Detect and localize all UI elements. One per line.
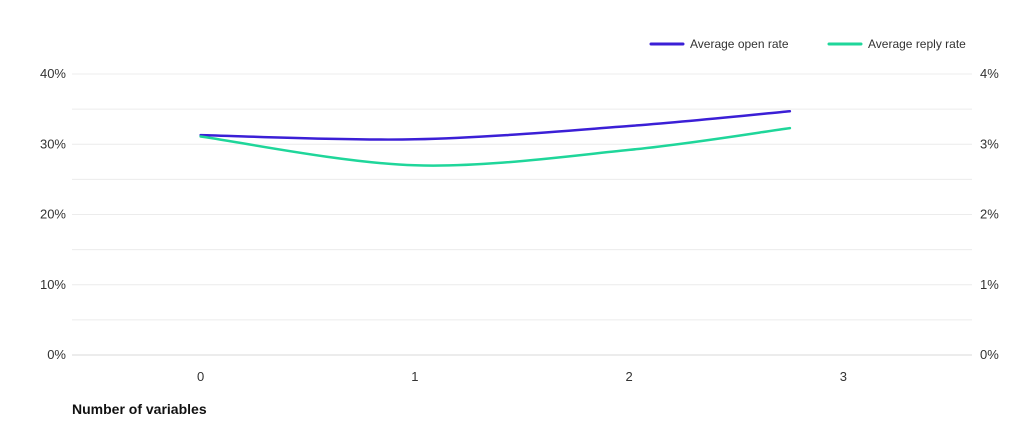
- series-line-average-reply-rate: [199, 126, 792, 167]
- x-tick-label: 0: [197, 369, 204, 384]
- y-right-tick-label: 3%: [980, 136, 999, 151]
- y-right-tick-label: 0%: [980, 347, 999, 362]
- y-right-tick-label: 2%: [980, 207, 999, 222]
- legend-item-average-reply-rate[interactable]: Average reply rate: [827, 37, 966, 51]
- y-right-tick-label: 4%: [980, 66, 999, 81]
- x-axis-title: Number of variables: [72, 401, 207, 417]
- grid-lines: [72, 73, 972, 356]
- y-left-tick-label: 10%: [40, 277, 66, 292]
- x-tick-label: 2: [626, 369, 633, 384]
- y-axis-right-labels: 0% 1% 2% 3% 4%: [980, 66, 999, 362]
- legend-item-average-open-rate[interactable]: Average open rate: [649, 37, 789, 51]
- x-axis-labels: 0 1 2 3: [197, 369, 847, 384]
- x-tick-label: 3: [840, 369, 847, 384]
- x-tick-label: 1: [411, 369, 418, 384]
- y-left-tick-label: 40%: [40, 66, 66, 81]
- legend-label: Average reply rate: [868, 37, 966, 51]
- legend-label: Average open rate: [690, 37, 789, 51]
- y-right-tick-label: 1%: [980, 277, 999, 292]
- legend: Average open rate Average reply rate: [649, 37, 966, 51]
- y-left-tick-label: 30%: [40, 136, 66, 151]
- y-left-tick-label: 0%: [47, 347, 66, 362]
- y-axis-left-labels: 0% 10% 20% 30% 40%: [40, 66, 66, 362]
- series-line-average-open-rate: [199, 109, 792, 141]
- y-left-tick-label: 20%: [40, 207, 66, 222]
- series-lines: [199, 109, 792, 167]
